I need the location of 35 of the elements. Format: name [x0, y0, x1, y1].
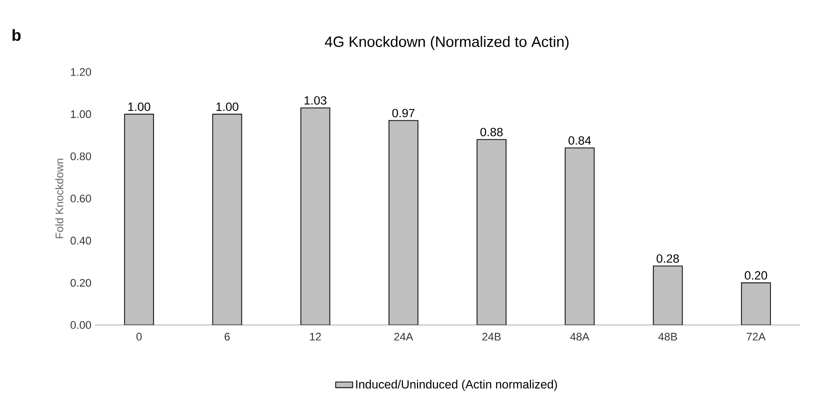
bar: [564, 148, 595, 325]
x-tick-label: 48A: [570, 332, 590, 341]
bar: [388, 120, 418, 325]
data-label: 1.00: [216, 102, 238, 111]
bar: [300, 107, 330, 325]
y-tick-label: 1.20: [70, 68, 92, 76]
bar: [652, 266, 683, 325]
x-tick-label: 0: [136, 332, 142, 341]
x-tick-label: 24A: [394, 332, 414, 340]
y-tick-label: 0.20: [70, 278, 92, 287]
data-label: 1.03: [304, 96, 326, 105]
data-label: 0.20: [744, 271, 768, 280]
y-tick-label: 0.40: [70, 236, 92, 245]
y-tick-label: 0.80: [70, 152, 92, 160]
data-label: 0.84: [568, 136, 591, 145]
data-label: 1.00: [128, 102, 150, 111]
x-tick-label: 24B: [482, 332, 501, 340]
y-tick-label: 0.60: [70, 194, 92, 202]
bar: [212, 114, 242, 325]
legend-label: Induced/Uninduced (Actin normalized): [356, 380, 557, 391]
data-label: 0.88: [480, 128, 503, 136]
chart-title: 4G Knockdown (Normalized to Actin): [324, 36, 569, 50]
bar: [476, 139, 506, 325]
x-tick-label: 12: [310, 332, 321, 340]
y-axis-title: Fold Knockdown: [55, 158, 64, 238]
bar: [124, 114, 154, 325]
y-tick-label: 1.00: [70, 110, 92, 118]
x-tick-label: 48B: [658, 332, 677, 341]
x-tick-label: 6: [224, 332, 230, 341]
bar: [741, 282, 771, 325]
x-tick-label: 72A: [746, 332, 766, 340]
y-tick-label: 0.00: [70, 321, 92, 329]
data-label: 0.28: [656, 254, 679, 263]
text: b: [12, 29, 21, 41]
data-label: 0.97: [392, 108, 414, 118]
